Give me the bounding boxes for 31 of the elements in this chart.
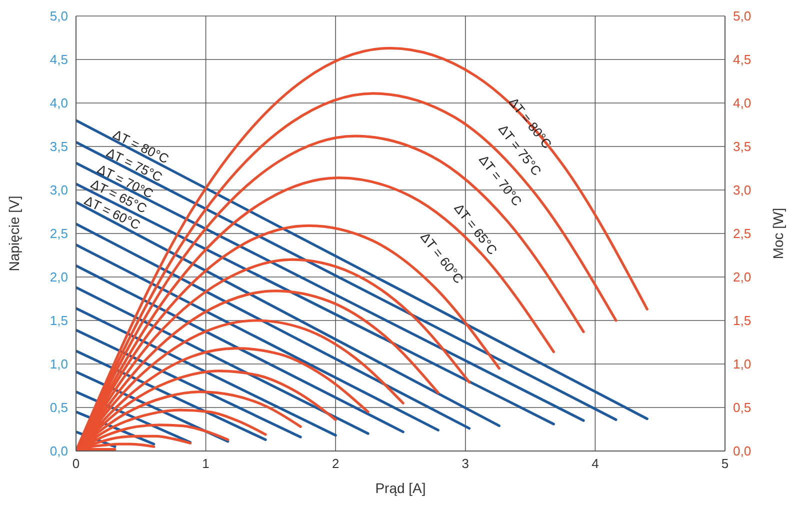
y2-tick-label: 2,5 (733, 226, 752, 242)
x-axis-title: Prąd [A] (375, 480, 426, 496)
y-tick-label: 3,0 (50, 182, 68, 198)
y2-tick-label: 0,5 (733, 400, 752, 416)
y2-axis-title: Moc [W] (770, 208, 786, 260)
y-tick-label: 4,5 (50, 52, 68, 68)
y-tick-label: 3,5 (50, 139, 68, 154)
y2-tick-label: 4,5 (733, 52, 752, 68)
x-tick-label: 5 (721, 456, 729, 472)
x-tick-label: 0 (72, 456, 80, 472)
y2-tick-label: 3,5 (733, 139, 752, 154)
y2-tick-label: 0,0 (733, 444, 752, 459)
y-tick-label: 2,5 (50, 226, 68, 242)
y-tick-label: 4,0 (50, 96, 68, 111)
y2-tick-label: 5,0 (733, 8, 752, 24)
y-tick-label: 2,0 (50, 270, 68, 285)
y2-tick-label: 1,5 (733, 313, 752, 328)
y-tick-label: 5,0 (50, 8, 68, 24)
y2-tick-label: 3,0 (733, 182, 752, 198)
y-axis-title: Napięcie [V] (6, 196, 22, 272)
y-tick-label: 0,0 (50, 444, 68, 459)
x-tick-label: 2 (332, 456, 340, 472)
y-tick-label: 1,0 (50, 356, 68, 372)
y-tick-label: 0,5 (50, 400, 68, 416)
y-tick-label: 1,5 (50, 313, 68, 328)
x-tick-label: 3 (462, 456, 470, 472)
x-tick-label: 1 (202, 456, 210, 472)
x-tick-label: 4 (592, 456, 599, 472)
y2-tick-label: 4,0 (733, 96, 752, 111)
y2-tick-label: 1,0 (733, 356, 752, 372)
y2-tick-label: 2,0 (733, 270, 752, 285)
